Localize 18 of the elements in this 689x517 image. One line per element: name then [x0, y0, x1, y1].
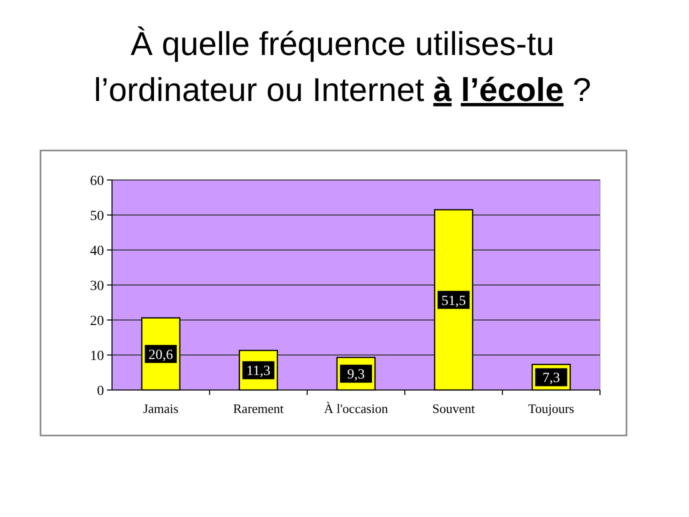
chart-title: À quelle fréquence utilises-tu l’ordinateur ou Internet à l’école ?	[94, 25, 592, 108]
y-tick-label: 30	[90, 279, 104, 294]
y-tick-label: 40	[90, 244, 104, 259]
y-tick-label: 10	[90, 349, 104, 364]
x-tick-label: Toujours	[528, 401, 574, 416]
y-tick-label: 20	[90, 314, 104, 329]
x-tick-label: À l'occasion	[324, 401, 389, 416]
data-label: 7,3	[542, 371, 560, 386]
x-tick-label: Jamais	[143, 401, 178, 416]
data-label: 51,5	[441, 294, 466, 309]
data-label: 11,3	[246, 364, 270, 380]
data-label: 9,3	[347, 368, 365, 383]
y-tick-label: 0	[97, 384, 104, 399]
x-tick-label: Rarement	[233, 401, 284, 416]
x-tick-label: Souvent	[432, 401, 476, 416]
data-label: 20,6	[148, 348, 174, 363]
y-tick-label: 60	[90, 174, 104, 189]
y-tick-label: 50	[90, 209, 104, 224]
